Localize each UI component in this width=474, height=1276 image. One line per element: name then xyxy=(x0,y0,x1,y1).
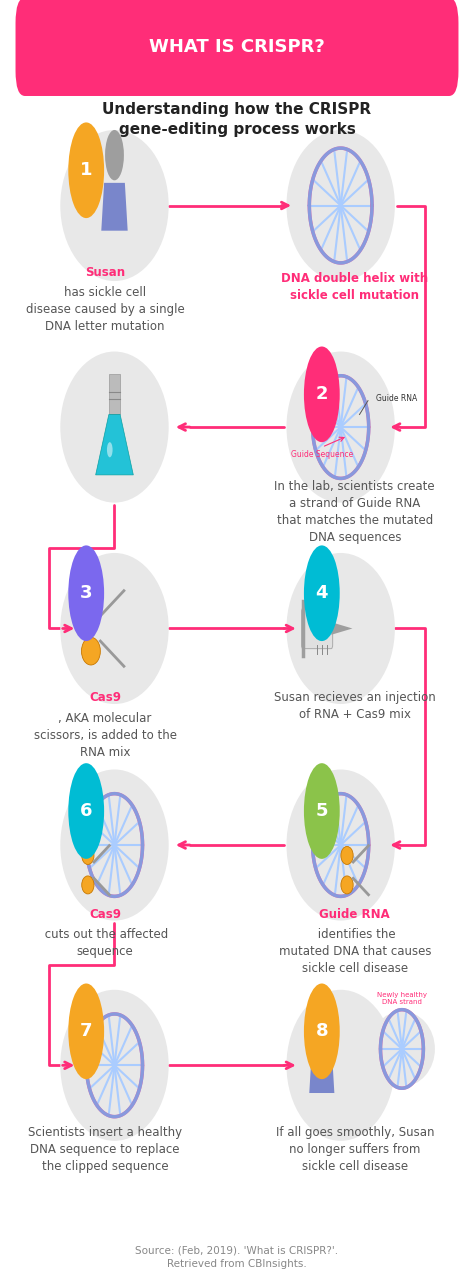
Text: 3: 3 xyxy=(80,584,92,602)
Text: Source: (Feb, 2019). 'What is CRISPR?'.
Retrieved from CBInsights.: Source: (Feb, 2019). 'What is CRISPR?'. … xyxy=(136,1245,338,1268)
Text: Newly healthy
DNA strand: Newly healthy DNA strand xyxy=(377,991,427,1005)
FancyBboxPatch shape xyxy=(16,0,458,96)
Circle shape xyxy=(68,763,104,859)
Text: 2: 2 xyxy=(316,385,328,403)
Ellipse shape xyxy=(60,553,169,704)
Text: Susan recieves an injection
of RNA + Cas9 mix: Susan recieves an injection of RNA + Cas… xyxy=(274,692,436,721)
Ellipse shape xyxy=(286,990,395,1141)
Ellipse shape xyxy=(286,351,395,503)
Ellipse shape xyxy=(60,351,169,503)
Text: Guide Sequence: Guide Sequence xyxy=(291,449,354,459)
Text: 4: 4 xyxy=(316,584,328,602)
Circle shape xyxy=(68,545,104,641)
Ellipse shape xyxy=(60,990,169,1141)
Text: 8: 8 xyxy=(316,1022,328,1040)
Text: DNA double helix with
sickle cell mutation: DNA double helix with sickle cell mutati… xyxy=(281,272,428,302)
Polygon shape xyxy=(310,1048,334,1094)
Ellipse shape xyxy=(286,130,395,281)
Text: identifies the
mutated DNA that causes
sickle cell disease: identifies the mutated DNA that causes s… xyxy=(279,928,431,975)
Ellipse shape xyxy=(82,846,94,864)
Circle shape xyxy=(107,443,113,457)
Text: Cas9: Cas9 xyxy=(89,909,121,921)
Circle shape xyxy=(304,347,340,443)
Polygon shape xyxy=(331,623,353,634)
Circle shape xyxy=(304,545,340,641)
Ellipse shape xyxy=(369,1011,435,1087)
Text: has sickle cell
disease caused by a single
DNA letter mutation: has sickle cell disease caused by a sing… xyxy=(26,286,184,333)
Circle shape xyxy=(304,984,340,1079)
Text: Understanding how the CRISPR
gene-editing process works: Understanding how the CRISPR gene-editin… xyxy=(102,102,372,137)
Ellipse shape xyxy=(286,769,395,920)
Ellipse shape xyxy=(82,875,94,894)
Text: Cas9: Cas9 xyxy=(89,692,121,704)
Circle shape xyxy=(313,998,331,1045)
Ellipse shape xyxy=(286,553,395,704)
Ellipse shape xyxy=(82,637,100,665)
Text: Scientists insert a healthy
DNA sequence to replace
the clipped sequence: Scientists insert a healthy DNA sequence… xyxy=(28,1125,182,1173)
Text: Guide RNA: Guide RNA xyxy=(319,909,390,921)
Text: cuts out the affected
sequence: cuts out the affected sequence xyxy=(41,928,169,958)
Text: , AKA molecular
scissors, is added to the
RNA mix: , AKA molecular scissors, is added to th… xyxy=(34,712,176,758)
Ellipse shape xyxy=(341,875,353,894)
Text: If all goes smoothly, Susan
no longer suffers from
sickle cell disease: If all goes smoothly, Susan no longer su… xyxy=(275,1125,434,1173)
Text: 7: 7 xyxy=(80,1022,92,1040)
FancyBboxPatch shape xyxy=(301,609,333,648)
Circle shape xyxy=(304,763,340,859)
Ellipse shape xyxy=(341,846,353,864)
Text: In the lab, scientists create
a strand of Guide RNA
that matches the mutated
DNA: In the lab, scientists create a strand o… xyxy=(274,480,435,544)
FancyBboxPatch shape xyxy=(109,374,120,415)
Circle shape xyxy=(105,130,124,180)
Text: WHAT IS CRISPR?: WHAT IS CRISPR? xyxy=(149,38,325,56)
Polygon shape xyxy=(96,415,133,475)
Ellipse shape xyxy=(82,592,100,620)
Text: Susan: Susan xyxy=(85,265,125,279)
Ellipse shape xyxy=(60,769,169,920)
Text: Guide RNA: Guide RNA xyxy=(376,393,417,403)
Circle shape xyxy=(68,984,104,1079)
Text: 6: 6 xyxy=(80,803,92,820)
Text: 1: 1 xyxy=(80,161,92,179)
Polygon shape xyxy=(101,182,128,231)
Text: 5: 5 xyxy=(316,803,328,820)
Ellipse shape xyxy=(60,130,169,281)
Circle shape xyxy=(68,122,104,218)
